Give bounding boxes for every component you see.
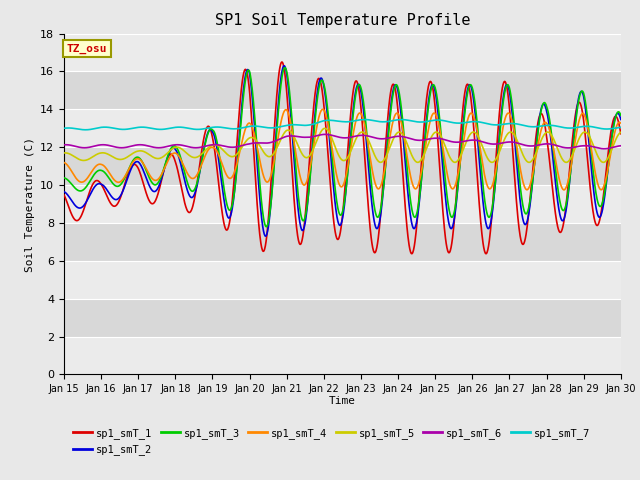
sp1_smT_4 [296, 174, 304, 180]
sp1_smT_2 [297, 225, 305, 231]
Line: sp1_smT_3: sp1_smT_3 [64, 68, 621, 227]
sp1_smT_4 [560, 187, 568, 193]
sp1_smT_2 [617, 117, 625, 122]
sp1_smT_4 [126, 165, 134, 170]
sp1_smT_4 [319, 107, 327, 112]
sp1_smT_6 [318, 132, 326, 138]
sp1_smT_6 [126, 144, 134, 149]
Bar [64, 72, 621, 109]
sp1_smT_3 [308, 147, 316, 153]
sp1_smT_3 [281, 65, 289, 71]
sp1_smT_5 [296, 147, 304, 153]
sp1_smT_2 [60, 189, 68, 194]
sp1_smT_1 [278, 59, 286, 65]
sp1_smT_7 [60, 125, 68, 131]
sp1_smT_3 [126, 164, 134, 169]
sp1_smT_2 [378, 204, 385, 210]
sp1_smT_7 [617, 124, 625, 130]
sp1_smT_3 [319, 78, 326, 84]
Bar [64, 147, 621, 185]
sp1_smT_7 [361, 117, 369, 122]
sp1_smT_6 [308, 134, 316, 140]
Bar [64, 299, 621, 336]
sp1_smT_6 [60, 142, 68, 148]
Line: sp1_smT_7: sp1_smT_7 [64, 120, 621, 130]
Line: sp1_smT_2: sp1_smT_2 [64, 66, 621, 236]
sp1_smT_2 [280, 63, 288, 69]
sp1_smT_5 [321, 125, 328, 131]
sp1_smT_4 [308, 155, 316, 161]
sp1_smT_1 [297, 241, 305, 247]
sp1_smT_5 [378, 159, 385, 165]
sp1_smT_7 [82, 127, 90, 132]
sp1_smT_3 [60, 175, 68, 181]
sp1_smT_3 [617, 112, 625, 118]
Legend: sp1_smT_1, sp1_smT_2, sp1_smT_3, sp1_smT_4, sp1_smT_5, sp1_smT_6, sp1_smT_7: sp1_smT_1, sp1_smT_2, sp1_smT_3, sp1_smT… [69, 424, 594, 459]
sp1_smT_5 [103, 151, 111, 156]
sp1_smT_5 [600, 159, 607, 165]
sp1_smT_2 [126, 169, 134, 175]
sp1_smT_4 [318, 107, 326, 113]
sp1_smT_1 [126, 167, 134, 172]
sp1_smT_6 [600, 146, 608, 152]
sp1_smT_2 [103, 187, 111, 193]
sp1_smT_1 [378, 204, 385, 209]
Line: sp1_smT_6: sp1_smT_6 [64, 134, 621, 149]
Line: sp1_smT_4: sp1_smT_4 [64, 109, 621, 190]
sp1_smT_5 [318, 128, 326, 133]
sp1_smT_4 [60, 160, 68, 166]
sp1_smT_5 [126, 153, 134, 158]
sp1_smT_7 [308, 121, 316, 127]
sp1_smT_7 [318, 119, 326, 124]
sp1_smT_5 [60, 150, 68, 156]
sp1_smT_1 [318, 88, 326, 94]
Line: sp1_smT_1: sp1_smT_1 [64, 62, 621, 254]
Text: TZ_osu: TZ_osu [67, 44, 108, 54]
Y-axis label: Soil Temperature (C): Soil Temperature (C) [24, 136, 35, 272]
sp1_smT_1 [617, 131, 625, 137]
sp1_smT_5 [308, 149, 316, 155]
sp1_smT_1 [60, 192, 68, 198]
sp1_smT_1 [103, 193, 111, 199]
sp1_smT_7 [378, 119, 385, 125]
sp1_smT_5 [617, 130, 625, 135]
sp1_smT_6 [103, 142, 111, 148]
sp1_smT_2 [319, 77, 326, 83]
sp1_smT_6 [321, 132, 329, 137]
sp1_smT_4 [103, 167, 111, 172]
sp1_smT_3 [378, 200, 385, 206]
sp1_smT_3 [297, 213, 305, 218]
sp1_smT_4 [617, 120, 625, 126]
Bar [64, 223, 621, 261]
X-axis label: Time: Time [329, 396, 356, 406]
Title: SP1 Soil Temperature Profile: SP1 Soil Temperature Profile [214, 13, 470, 28]
Line: sp1_smT_5: sp1_smT_5 [64, 128, 621, 162]
sp1_smT_3 [103, 172, 111, 178]
sp1_smT_6 [617, 143, 625, 149]
sp1_smT_4 [378, 182, 385, 188]
sp1_smT_7 [126, 126, 134, 132]
sp1_smT_1 [482, 251, 490, 257]
sp1_smT_2 [262, 233, 269, 239]
sp1_smT_6 [378, 136, 385, 142]
sp1_smT_2 [308, 141, 316, 147]
sp1_smT_7 [104, 124, 111, 130]
sp1_smT_7 [297, 122, 305, 128]
sp1_smT_1 [308, 121, 316, 127]
sp1_smT_3 [262, 224, 270, 229]
sp1_smT_6 [296, 134, 304, 140]
